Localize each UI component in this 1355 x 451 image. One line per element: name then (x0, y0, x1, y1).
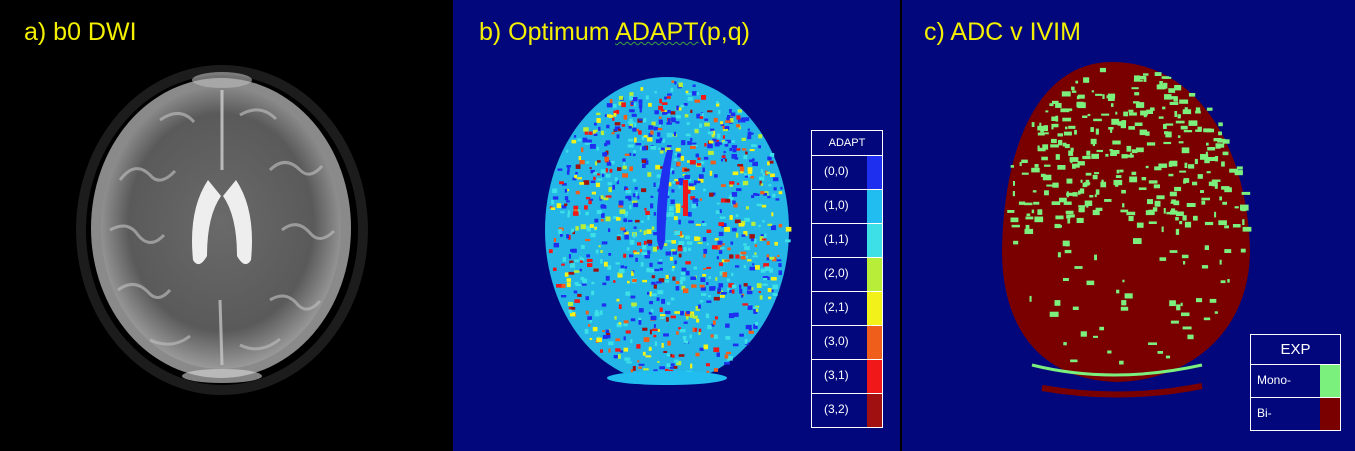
legend-label: (0,0) (824, 164, 849, 178)
legend-row: (0,0) (812, 156, 882, 190)
legend-row: (3,2) (812, 394, 882, 427)
legend-swatch (867, 156, 882, 189)
legend-row: Mono- (1251, 365, 1340, 398)
legend-label: (2,1) (824, 300, 849, 314)
legend-row: (3,1) (812, 360, 882, 394)
legend-row: (1,0) (812, 190, 882, 224)
legend-label: (3,2) (824, 402, 849, 416)
legend-row: (2,1) (812, 292, 882, 326)
adc-ivim-image (1002, 62, 1252, 398)
panel-b-title: b) Optimum ADAPT(p,q) (479, 18, 750, 47)
legend-label: (1,0) (824, 198, 849, 212)
panel-b-title-suffix: (p,q) (698, 18, 750, 46)
exp-legend: EXP Mono- Bi- (1250, 334, 1341, 431)
legend-swatch (867, 292, 882, 325)
legend-swatch (867, 224, 882, 257)
legend-row: (3,0) (812, 326, 882, 360)
panel-b-title-word: ADAPT (615, 18, 699, 46)
adapt-map-image (545, 77, 792, 385)
legend-label: Bi- (1257, 406, 1272, 420)
legend-label: Mono- (1257, 373, 1292, 387)
legend-label: (3,1) (824, 368, 849, 382)
panel-optimum-adapt: b) Optimum ADAPT(p,q) ADAPT (0,0) (1,0) (1… (453, 0, 900, 451)
legend-swatch (867, 190, 882, 223)
legend-swatch (867, 326, 882, 359)
panel-adc-v-ivim: c) ADC v IVIM EXP Mono- Bi- (902, 0, 1355, 451)
legend-row: (1,1) (812, 224, 882, 258)
legend-label: (1,1) (824, 232, 849, 246)
legend-label: (2,0) (824, 266, 849, 280)
divider (900, 0, 902, 451)
legend-swatch (867, 394, 882, 427)
legend-swatch (867, 360, 882, 393)
panel-b-title-prefix: b) Optimum (479, 18, 616, 46)
panel-a-title: a) b0 DWI (24, 18, 137, 46)
legend-swatch (1320, 365, 1340, 397)
adapt-legend-title: ADAPT (812, 131, 882, 156)
exp-legend-title: EXP (1251, 335, 1340, 365)
panel-c-title: c) ADC v IVIM (924, 18, 1081, 46)
b0-dwi-image (76, 65, 368, 395)
legend-swatch (1320, 398, 1340, 430)
legend-label: (3,0) (824, 334, 849, 348)
panel-b0-dwi: a) b0 DWI (0, 0, 453, 451)
adapt-legend: ADAPT (0,0) (1,0) (1,1) (2,0) (2,1) (3,0) (3,1… (811, 130, 883, 428)
legend-swatch (867, 258, 882, 291)
legend-row: (2,0) (812, 258, 882, 292)
legend-row: Bi- (1251, 398, 1340, 430)
